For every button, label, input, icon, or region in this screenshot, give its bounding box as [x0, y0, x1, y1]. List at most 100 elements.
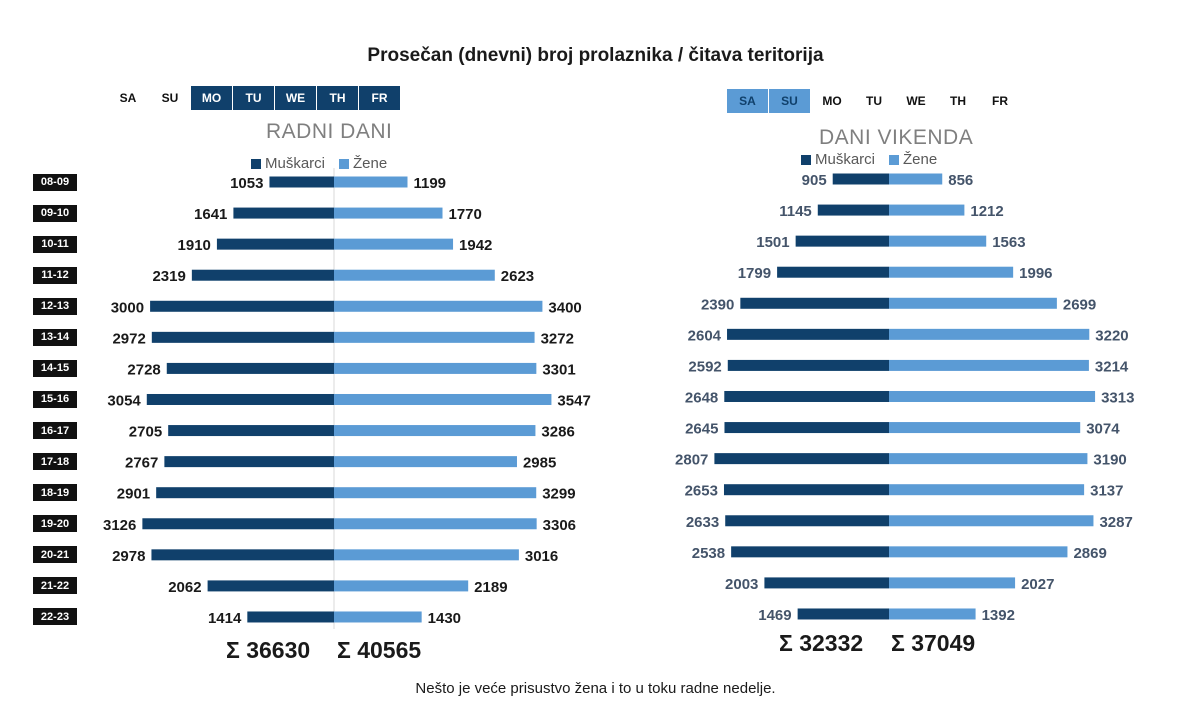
bar-men: [164, 456, 334, 468]
bar-men: [150, 300, 334, 312]
bar-men: [727, 359, 889, 371]
data-label-women: 856: [948, 172, 973, 189]
data-label-men: 2648: [685, 389, 718, 406]
day-th: TH: [317, 86, 359, 110]
chart-title-weekend: DANI VIKENDA: [819, 126, 974, 149]
bar-men: [233, 207, 334, 219]
bar-women: [889, 235, 987, 247]
bar-women: [889, 359, 1089, 371]
day-we: WE: [906, 94, 926, 108]
hour-label: 14-15: [33, 359, 77, 377]
data-label-women: 3137: [1090, 483, 1123, 500]
data-label-women: 2623: [501, 268, 534, 285]
bar-men: [797, 608, 889, 620]
bar-women: [334, 549, 519, 561]
hour-label: 09-10: [33, 204, 77, 222]
legend-label-women: Žene: [353, 155, 388, 172]
data-label-men: 2538: [692, 545, 725, 562]
bar-men: [777, 266, 889, 278]
data-label-men: 2003: [725, 576, 758, 593]
bar-women: [334, 269, 495, 281]
legend-label-men: Muškarci: [265, 155, 326, 172]
data-label-women: 2869: [1073, 545, 1106, 562]
data-label-men: 905: [802, 172, 827, 189]
day-sa: SA: [119, 91, 137, 105]
legend-workdays: Muškarci Žene: [251, 155, 387, 172]
bar-men: [156, 487, 334, 499]
footnote: Nešto je veće prisustvo žena i to u toku…: [415, 680, 776, 697]
hour-label: 13-14: [33, 328, 77, 346]
bar-men: [247, 611, 334, 623]
data-label-men: 1910: [178, 237, 211, 254]
bar-women: [889, 422, 1081, 434]
bar-women: [334, 176, 408, 188]
data-label-men: 2633: [686, 514, 719, 531]
bar-women: [889, 390, 1096, 402]
data-label-men: 3054: [107, 392, 141, 409]
bar-men: [731, 546, 889, 558]
data-label-men: 3000: [111, 299, 144, 316]
data-label-women: 1430: [428, 610, 461, 627]
hour-label: 11-12: [33, 266, 77, 284]
bar-women: [334, 580, 469, 592]
bar-men: [191, 269, 334, 281]
data-label-women: 2699: [1063, 296, 1096, 313]
bar-women: [334, 456, 517, 468]
bar-women: [334, 393, 552, 405]
day-fr: FR: [359, 86, 401, 110]
hour-label: 17-18: [33, 453, 77, 471]
data-label-men: 2390: [701, 296, 734, 313]
data-label-men: 1145: [779, 203, 812, 220]
bar-women: [334, 300, 543, 312]
data-label-women: 1563: [992, 234, 1025, 251]
day-mo: MO: [191, 86, 233, 110]
data-label-women: 1199: [413, 175, 446, 192]
legend-item-men: Muškarci: [251, 155, 325, 172]
legend-item-women: Žene: [889, 151, 937, 168]
hour-label: 19-20: [33, 515, 77, 533]
hour-label: 20-21: [33, 546, 77, 564]
data-label-women: 3016: [525, 548, 558, 565]
weekend-selector: SA SU MO TU WE TH FR: [727, 89, 1021, 113]
legend-swatch-women: [889, 154, 900, 165]
data-label-women: 3547: [557, 392, 590, 409]
data-label-men: 2978: [112, 548, 145, 565]
bar-women: [334, 518, 537, 530]
day-su: SU: [769, 89, 811, 113]
data-label-women: 3306: [543, 517, 576, 534]
data-label-men: 1414: [208, 610, 242, 627]
data-label-women: 3301: [542, 361, 575, 378]
legend-label-men: Muškarci: [815, 151, 876, 168]
bar-women: [889, 608, 976, 620]
sum-men-weekend: Σ 32332: [779, 630, 864, 656]
bar-women: [889, 204, 965, 216]
bar-women: [334, 362, 537, 374]
bar-women: [334, 331, 535, 343]
bar-men: [714, 453, 889, 465]
bar-women: [889, 297, 1057, 309]
hour-label: 22-23: [33, 608, 77, 626]
legend-item-men: Muškarci: [801, 151, 875, 168]
legend-weekend: Muškarci Žene: [801, 151, 937, 168]
bar-men: [764, 577, 889, 589]
sum-men-workdays: Σ 36630: [226, 637, 311, 663]
bar-men: [723, 484, 889, 496]
data-label-women: 3074: [1086, 421, 1120, 438]
bar-women: [889, 515, 1094, 527]
bar-women: [334, 425, 536, 437]
bar-women: [889, 453, 1088, 465]
day-mo: MO: [822, 94, 842, 108]
bar-men: [151, 549, 334, 561]
data-label-men: 1799: [738, 265, 771, 282]
data-label-women: 1942: [459, 237, 492, 254]
bar-men: [727, 328, 889, 340]
bar-women: [889, 577, 1016, 589]
bar-women: [889, 328, 1090, 340]
bar-men: [168, 425, 334, 437]
data-label-men: 2592: [688, 358, 721, 375]
bar-men: [216, 238, 334, 250]
data-label-men: 2807: [675, 452, 708, 469]
bar-women: [334, 611, 422, 623]
bar-women: [889, 173, 943, 185]
